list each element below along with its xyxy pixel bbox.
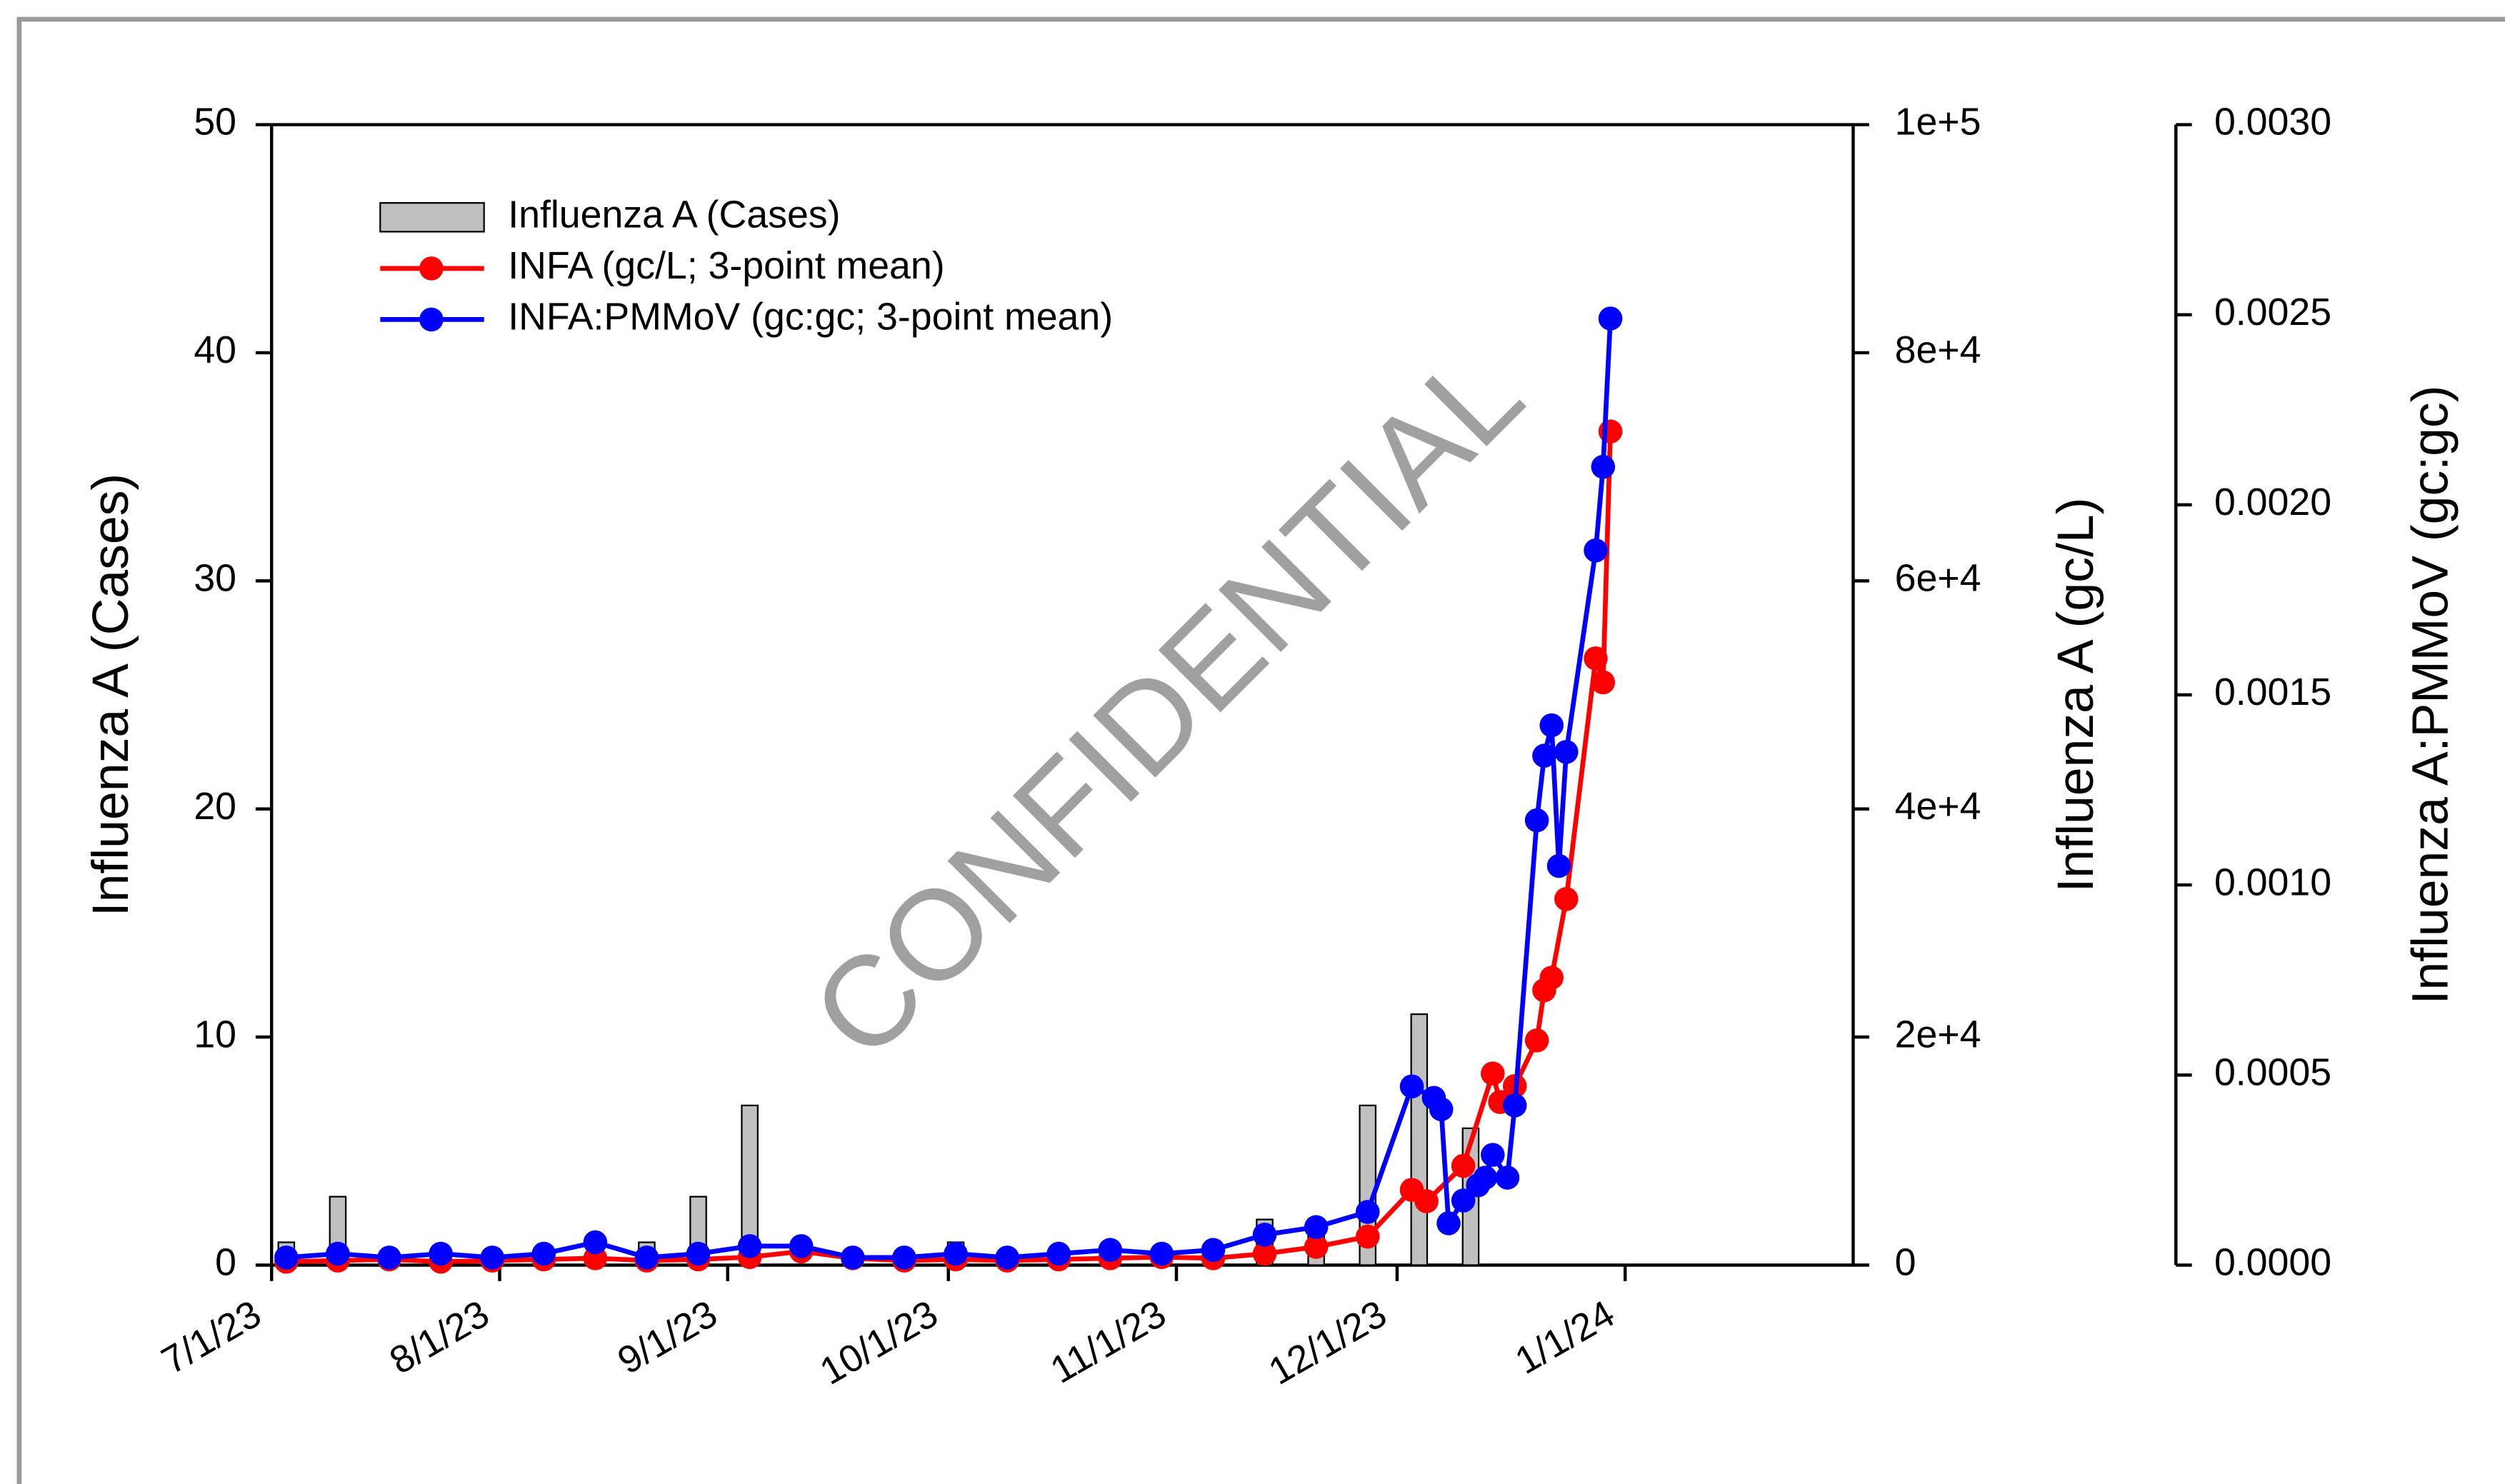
point xyxy=(1532,743,1556,768)
y3-tick-label: 0.0025 xyxy=(2214,291,2331,334)
point xyxy=(1252,1241,1277,1266)
point xyxy=(1149,1241,1174,1266)
point xyxy=(686,1241,711,1266)
point xyxy=(737,1234,762,1258)
point xyxy=(1429,1097,1454,1122)
point xyxy=(531,1241,556,1266)
point xyxy=(634,1245,659,1270)
y3-tick-label: 0.0020 xyxy=(2214,481,2331,523)
point xyxy=(1539,713,1564,738)
y-tick-label: 40 xyxy=(194,329,236,371)
point xyxy=(1524,808,1549,833)
y-tick-label: 50 xyxy=(194,101,236,144)
legend-label: Influenza A (Cases) xyxy=(508,193,840,236)
y2-tick-label: 8e+4 xyxy=(1895,329,1981,371)
point xyxy=(1252,1223,1277,1247)
point xyxy=(1098,1238,1123,1262)
point xyxy=(1584,538,1608,563)
y2-tick-label: 1e+5 xyxy=(1895,101,1981,144)
point xyxy=(1584,646,1608,671)
point xyxy=(789,1234,814,1258)
point xyxy=(1554,887,1579,911)
point xyxy=(1591,454,1616,479)
point xyxy=(1304,1215,1329,1240)
y-tick-label: 10 xyxy=(194,1013,236,1056)
y3-tick-label: 0.0005 xyxy=(2214,1051,2331,1094)
legend-label: INFA (gc/L; 3-point mean) xyxy=(508,244,944,287)
point xyxy=(1473,1165,1498,1190)
point xyxy=(1451,1153,1476,1178)
point xyxy=(1539,966,1564,990)
y3-tick-label: 0.0030 xyxy=(2214,101,2331,144)
point xyxy=(326,1241,350,1266)
point xyxy=(1046,1241,1071,1266)
legend-label: INFA:PMMoV (gc:gc; 3-point mean) xyxy=(508,296,1113,339)
point xyxy=(1414,1189,1439,1213)
y-axis-title: Influenza A (Cases) xyxy=(82,473,139,917)
bar xyxy=(1410,1013,1429,1266)
point xyxy=(1502,1093,1527,1118)
y2-tick-label: 2e+4 xyxy=(1895,1013,1981,1056)
point xyxy=(1524,1028,1549,1053)
point xyxy=(841,1245,865,1270)
point xyxy=(1554,740,1579,764)
point xyxy=(583,1230,608,1255)
point xyxy=(377,1245,401,1270)
point xyxy=(944,1241,968,1266)
point xyxy=(1355,1224,1380,1249)
point xyxy=(1495,1165,1520,1190)
y3-tick-label: 0.0015 xyxy=(2214,671,2331,713)
legend-swatch xyxy=(379,202,485,233)
y3-axis-title: Influenza A:PMMoV (gc:gc) xyxy=(2401,385,2459,1004)
y-tick-label: 30 xyxy=(194,556,236,599)
point xyxy=(1399,1074,1424,1099)
point xyxy=(1598,306,1623,331)
point xyxy=(1451,1188,1476,1213)
point xyxy=(274,1245,299,1270)
point xyxy=(1591,670,1616,695)
point xyxy=(480,1245,504,1270)
y3-tick-label: 0.0000 xyxy=(2214,1241,2331,1284)
y3-tick-label: 0.0010 xyxy=(2214,861,2331,903)
point xyxy=(429,1241,453,1266)
legend-marker xyxy=(419,256,444,281)
point xyxy=(1481,1143,1505,1167)
point xyxy=(1546,853,1571,878)
series-line xyxy=(286,318,1613,1260)
y2-tick-label: 0 xyxy=(1895,1241,1916,1284)
y2-axis-title: Influenza A (gc/L) xyxy=(2047,498,2104,893)
point xyxy=(995,1245,1019,1270)
point xyxy=(1355,1200,1380,1224)
point xyxy=(1436,1211,1461,1235)
point xyxy=(1304,1235,1329,1259)
y-tick-label: 0 xyxy=(215,1241,236,1284)
y-tick-label: 20 xyxy=(194,785,236,828)
point xyxy=(892,1245,916,1270)
point xyxy=(1481,1061,1505,1086)
y2-tick-label: 6e+4 xyxy=(1895,556,1981,599)
y2-tick-label: 4e+4 xyxy=(1895,785,1981,828)
legend-marker xyxy=(419,307,444,332)
point xyxy=(1201,1238,1226,1262)
